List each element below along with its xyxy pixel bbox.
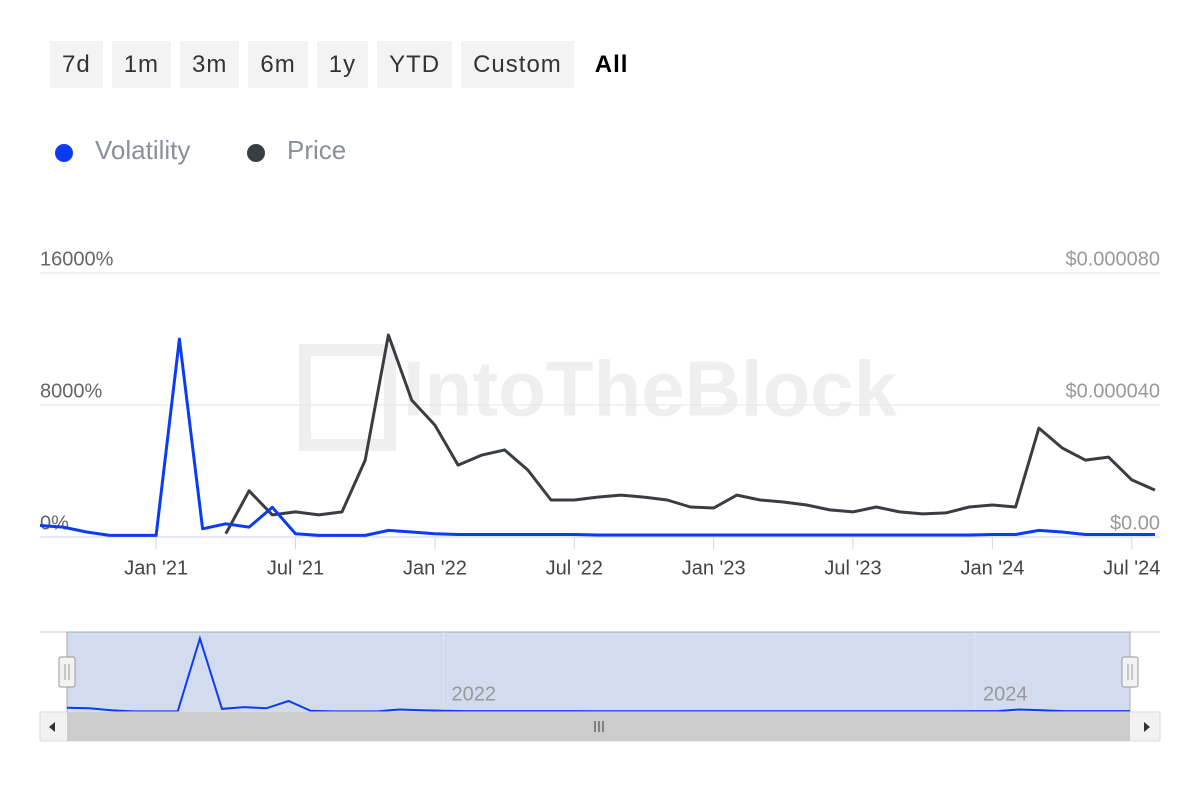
range-button[interactable]: YTD bbox=[377, 41, 453, 88]
navigator-label: 2022 bbox=[451, 683, 496, 705]
navigator-handle[interactable] bbox=[58, 656, 76, 688]
legend-label: Volatility bbox=[95, 135, 190, 165]
x-tick-label: Jul '23 bbox=[824, 557, 881, 579]
y-tick-label: 0% bbox=[40, 512, 69, 534]
y-tick-label: 16000% bbox=[40, 248, 114, 270]
x-tick-label: Jan '21 bbox=[124, 557, 188, 579]
range-button[interactable]: 3m bbox=[180, 41, 240, 88]
watermark: IntoTheBlock bbox=[403, 345, 898, 433]
series-line bbox=[39, 337, 1155, 537]
range-button[interactable]: 1y bbox=[316, 41, 369, 88]
x-tick-label: Jul '22 bbox=[546, 557, 603, 579]
navigator-line bbox=[66, 635, 1130, 713]
range-button[interactable]: Custom bbox=[461, 41, 574, 88]
series-line bbox=[224, 333, 1156, 535]
range-button[interactable]: 7d bbox=[50, 41, 103, 88]
y2-tick-label: $0.000080 bbox=[1065, 248, 1160, 270]
navigator-label: 2024 bbox=[983, 683, 1028, 705]
range-button[interactable]: 1m bbox=[111, 41, 172, 88]
y2-tick-label: $0.000040 bbox=[1065, 380, 1160, 402]
watermark-logo bbox=[299, 344, 396, 451]
range-button[interactable]: All bbox=[582, 41, 641, 88]
x-tick-label: Jul '24 bbox=[1103, 557, 1160, 579]
scroll-left[interactable] bbox=[49, 722, 55, 732]
range-selector: 7d 1m 3m 6m 1y YTD Custom All bbox=[50, 41, 641, 88]
x-tick-label: Jan '22 bbox=[403, 557, 467, 579]
legend-label: Price bbox=[287, 135, 346, 165]
navigator-window bbox=[66, 631, 1131, 713]
legend-marker bbox=[55, 144, 73, 162]
y-tick-label: 8000% bbox=[40, 380, 102, 402]
range-button[interactable]: 6m bbox=[248, 41, 308, 88]
navigator-handle[interactable] bbox=[1121, 656, 1139, 688]
x-tick-label: Jan '24 bbox=[960, 557, 1024, 579]
x-tick-label: Jan '23 bbox=[682, 557, 746, 579]
x-tick-label: Jul '21 bbox=[267, 557, 324, 579]
y2-tick-label: $0.00 bbox=[1110, 512, 1160, 534]
legend-marker bbox=[247, 144, 265, 162]
scroll-right[interactable] bbox=[1144, 722, 1150, 732]
